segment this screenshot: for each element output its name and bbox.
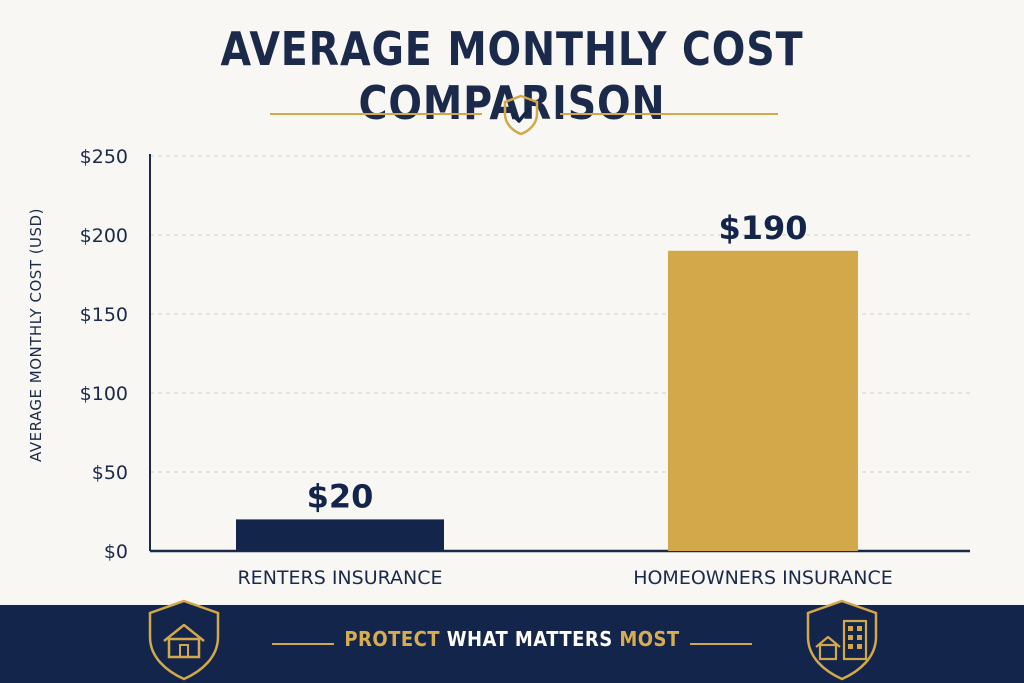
x-tick-label: HOMEOWNERS INSURANCE bbox=[633, 567, 893, 589]
footer-banner: PROTECT WHAT MATTERS MOST bbox=[0, 599, 1024, 683]
bar-chart: $0 $50 $100 $150 $200 $250 $20 RENTERS INSURANC… bbox=[80, 146, 970, 589]
y-tick-label: $250 bbox=[80, 146, 128, 168]
bar-value-label: $190 bbox=[718, 209, 807, 247]
title-divider-left bbox=[270, 113, 482, 115]
footer-divider-left bbox=[272, 643, 334, 645]
chart-title: AVERAGE MONTHLY COST COMPARISON bbox=[220, 22, 804, 130]
footer-tagline: PROTECT WHAT MATTERS MOST bbox=[51, 627, 973, 651]
title-divider-right bbox=[560, 113, 778, 115]
x-tick-label: RENTERS INSURANCE bbox=[237, 567, 442, 589]
bar bbox=[668, 250, 858, 552]
footer-divider-right bbox=[690, 643, 752, 645]
tagline-part: PROTECT bbox=[344, 627, 440, 651]
y-tick-label: $100 bbox=[80, 383, 128, 405]
y-tick-label: $0 bbox=[104, 541, 128, 563]
shield-check-icon bbox=[503, 94, 539, 136]
house-shield-icon bbox=[148, 599, 220, 681]
tagline-part: WHAT MATTERS bbox=[439, 627, 620, 651]
y-tick-label: $150 bbox=[80, 304, 128, 326]
building-shield-icon bbox=[806, 599, 878, 681]
y-tick-label: $50 bbox=[92, 462, 128, 484]
bar bbox=[236, 519, 444, 551]
y-tick-label: $200 bbox=[80, 225, 128, 247]
tagline-part: MOST bbox=[619, 627, 680, 651]
bar-value-label: $20 bbox=[307, 477, 374, 515]
